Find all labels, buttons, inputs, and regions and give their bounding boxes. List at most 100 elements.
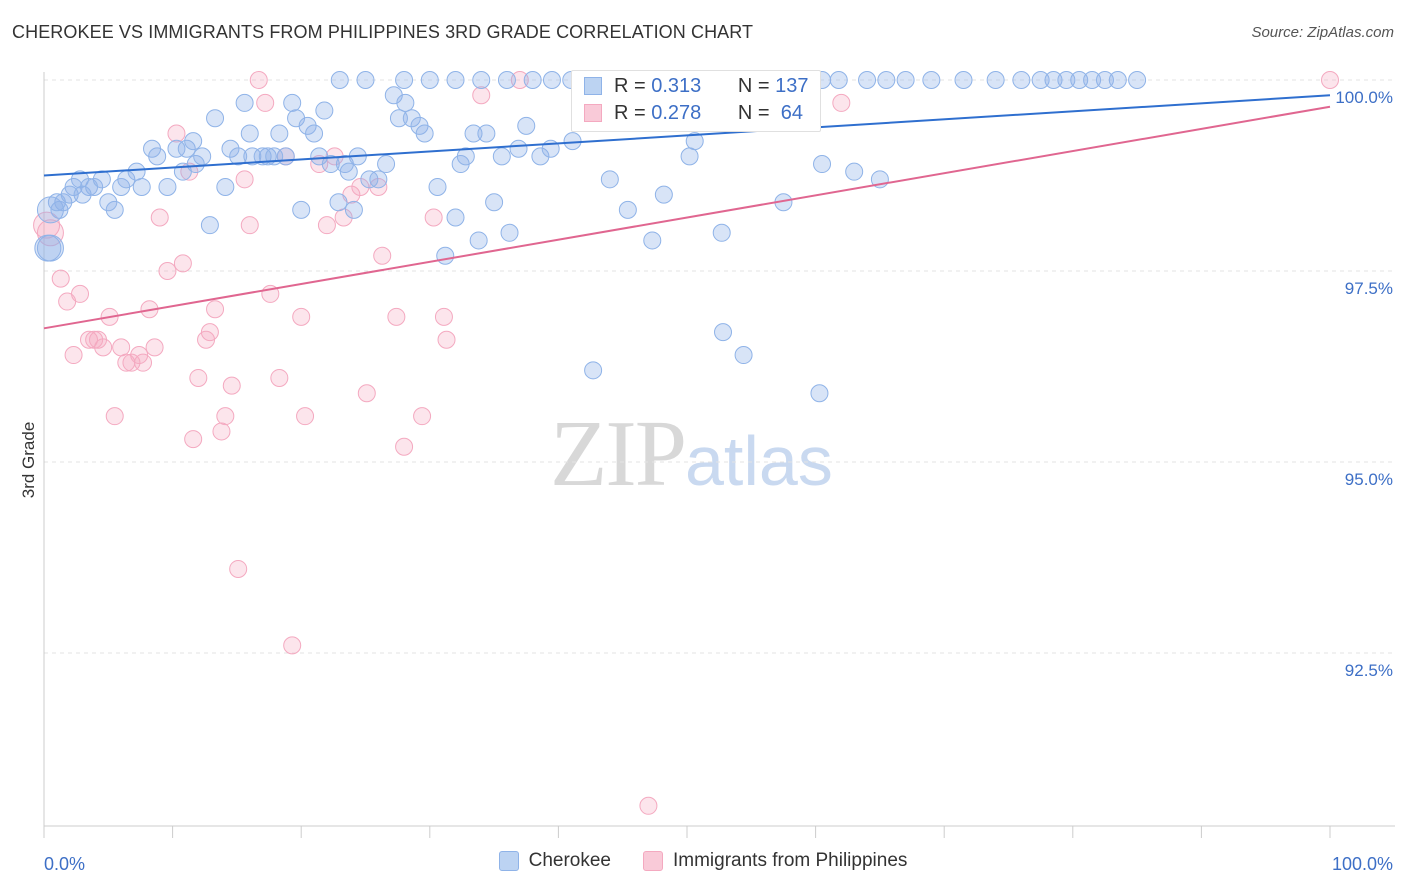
point-cherokee (132, 177, 151, 196)
point-cherokee (584, 361, 603, 380)
point-cherokee (396, 93, 415, 112)
watermark: ZIPatlas (550, 400, 833, 508)
point-philippines (212, 422, 231, 441)
point-cherokee (485, 193, 504, 212)
legend-swatch-cherokee (584, 77, 602, 95)
point-cherokee (542, 71, 561, 89)
legend-n-label: N = (737, 74, 770, 97)
point-cherokee (1095, 71, 1114, 89)
trend-lines (43, 94, 1331, 330)
point-cherokee (216, 177, 235, 196)
point-philippines (240, 216, 259, 235)
point-cherokee (712, 223, 731, 242)
legend-row-cherokee: R = 0.313 N = 137 (572, 73, 809, 99)
point-cherokee (714, 323, 733, 342)
point-cherokee (446, 208, 465, 227)
point-cherokee (305, 124, 324, 143)
point-cherokee (500, 223, 519, 242)
point-cherokee (1012, 71, 1031, 89)
point-cherokee (680, 147, 699, 166)
trendline-cherokee (43, 94, 1331, 177)
legend-swatch-cherokee (498, 851, 519, 871)
point-cherokee (276, 147, 295, 166)
point-cherokee (298, 116, 317, 135)
point-philippines (832, 93, 851, 112)
point-cherokee (60, 185, 79, 204)
point-cherokee (896, 71, 915, 89)
point-cherokee (235, 93, 254, 112)
point-philippines (249, 71, 268, 89)
point-cherokee (477, 124, 496, 143)
point-cherokee (270, 124, 289, 143)
point-cherokee (377, 155, 396, 174)
point-philippines (134, 353, 153, 372)
point-cherokee (240, 124, 259, 143)
point-cherokee (200, 216, 219, 235)
point-cherokee (1057, 71, 1076, 89)
point-philippines (369, 177, 388, 196)
point-cherokee (734, 346, 753, 365)
legend-swatch-philippines (584, 104, 602, 122)
point-cherokee (531, 147, 550, 166)
point-philippines (395, 437, 414, 456)
point-cherokee (356, 71, 375, 89)
watermark-sub: atlas (685, 422, 833, 500)
data-points (33, 71, 1339, 815)
point-cherokee (858, 71, 877, 89)
point-philippines (64, 346, 83, 365)
stats-legend: R = 0.313 N = 137 R = 0.278 N = 64 (571, 70, 821, 132)
point-cherokee (509, 139, 528, 158)
point-philippines (437, 330, 456, 349)
point-philippines (85, 330, 104, 349)
point-cherokee (517, 116, 536, 135)
legend-n-label: N = (737, 101, 770, 124)
point-cherokee (395, 71, 414, 89)
point-cherokee (229, 147, 248, 166)
legend-r-label: R = (614, 101, 646, 124)
y-tick-label: 97.5% (1345, 279, 1393, 298)
point-cherokee (177, 139, 196, 158)
point-cherokee (1070, 71, 1089, 89)
point-philippines (216, 407, 235, 426)
point-cherokee (321, 155, 340, 174)
point-cherokee (184, 132, 203, 151)
point-cherokee (654, 185, 673, 204)
axes (43, 72, 1395, 838)
legend-r-label: R = (614, 74, 646, 97)
point-philippines (434, 307, 453, 326)
point-philippines (510, 71, 529, 89)
y-axis-label: 3rd Grade (19, 422, 38, 499)
axis-labels: 100.0% 97.5% 95.0% 92.5% 0.0% 100.0% 3rd Grade (19, 88, 1393, 874)
legend-label-philippines: Immigrants from Philippines (672, 850, 908, 871)
point-cherokee (369, 170, 388, 189)
point-cherokee (127, 162, 146, 181)
point-philippines (200, 323, 219, 342)
point-philippines (80, 330, 99, 349)
point-cherokee (167, 139, 186, 158)
point-cherokee (315, 101, 334, 120)
legend-n-value: 64 (780, 101, 803, 124)
point-cherokee (283, 93, 302, 112)
point-cherokee (845, 162, 864, 181)
point-cherokee (148, 147, 167, 166)
point-cherokee (1044, 71, 1063, 89)
point-cherokee (402, 109, 421, 128)
legend-label-cherokee: Cherokee (528, 850, 611, 871)
trendline-philippines (43, 105, 1331, 330)
point-philippines (317, 216, 336, 235)
point-cherokee (158, 177, 177, 196)
point-cherokee (105, 200, 124, 219)
point-cherokee (685, 132, 704, 151)
point-cherokee (922, 71, 941, 89)
point-cherokee (186, 155, 205, 174)
legend-r-value: 0.313 (651, 74, 702, 97)
point-philippines (229, 559, 248, 578)
point-cherokee (329, 193, 348, 212)
point-philippines (150, 208, 169, 227)
point-cherokee (206, 109, 225, 128)
point-cherokee (92, 170, 111, 189)
point-cherokee (1083, 71, 1102, 89)
point-philippines (292, 307, 311, 326)
point-philippines (145, 338, 164, 357)
